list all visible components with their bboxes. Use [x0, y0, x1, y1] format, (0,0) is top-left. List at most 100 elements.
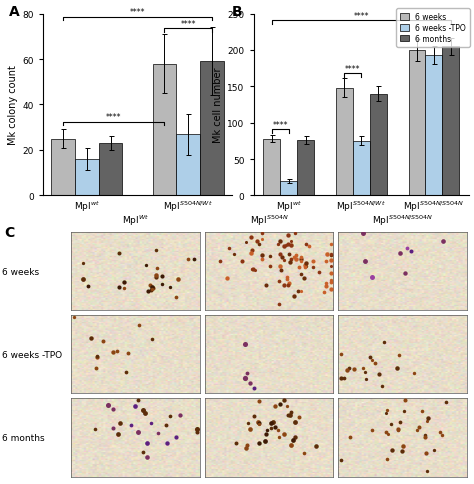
Point	[255, 419, 263, 427]
Bar	[153, 64, 176, 196]
Point	[383, 455, 391, 463]
Point	[248, 266, 256, 274]
Point	[174, 275, 182, 283]
Point	[396, 249, 404, 257]
Point	[276, 400, 284, 408]
Point	[423, 418, 430, 425]
Point	[283, 274, 291, 282]
Point	[120, 278, 128, 286]
Y-axis label: Mk colony count: Mk colony count	[8, 65, 18, 145]
Point	[401, 396, 409, 404]
Point	[298, 257, 305, 265]
Point	[284, 241, 292, 248]
Point	[394, 426, 402, 434]
Point	[150, 284, 157, 292]
Point	[302, 241, 310, 249]
Point	[288, 237, 295, 245]
Point	[291, 293, 298, 301]
Point	[263, 426, 270, 434]
Point	[309, 257, 317, 265]
Point	[255, 397, 263, 405]
Text: C: C	[5, 225, 15, 239]
Point	[298, 287, 305, 295]
Point	[246, 379, 254, 387]
Point	[135, 322, 143, 330]
Bar	[51, 139, 75, 196]
Point	[238, 258, 246, 266]
Point	[312, 442, 319, 450]
Point	[350, 365, 357, 373]
Point	[309, 264, 317, 272]
Bar	[281, 182, 297, 196]
Point	[144, 287, 152, 295]
Point	[139, 407, 146, 414]
Point	[343, 366, 351, 374]
Point	[109, 424, 117, 432]
Point	[368, 273, 375, 281]
Point	[131, 402, 139, 410]
Point	[117, 419, 124, 427]
Point	[282, 242, 289, 249]
Point	[413, 426, 420, 434]
Point	[320, 289, 328, 297]
Point	[231, 251, 238, 258]
Point	[258, 236, 265, 244]
Point	[223, 275, 231, 283]
Point	[274, 240, 282, 248]
Point	[266, 252, 273, 260]
Point	[272, 403, 279, 410]
Point	[166, 412, 174, 420]
Point	[276, 238, 283, 245]
Point	[280, 256, 288, 264]
Point	[253, 238, 261, 245]
Point	[289, 436, 297, 444]
Point	[127, 422, 135, 429]
Point	[193, 428, 201, 436]
Text: Mpl$^{S504N}$: Mpl$^{S504N}$	[250, 213, 288, 227]
Point	[407, 247, 415, 255]
Point	[327, 279, 335, 287]
Point	[146, 282, 154, 289]
Point	[172, 433, 180, 441]
Bar	[426, 56, 442, 196]
Point	[301, 449, 308, 456]
Point	[152, 273, 160, 281]
Point	[277, 267, 284, 274]
Point	[422, 450, 429, 457]
Point	[297, 254, 305, 261]
Bar	[409, 51, 426, 196]
Point	[275, 434, 283, 441]
Point	[345, 364, 353, 372]
Point	[382, 428, 390, 436]
Point	[242, 238, 249, 246]
Point	[153, 265, 161, 272]
Point	[362, 376, 369, 383]
Point	[261, 437, 269, 445]
Point	[93, 353, 100, 361]
Point	[184, 255, 191, 263]
Point	[291, 230, 299, 238]
Point	[245, 419, 252, 427]
Point	[327, 286, 335, 293]
Point	[124, 349, 132, 357]
Bar	[297, 141, 314, 196]
Point	[271, 423, 279, 431]
Text: ****: ****	[354, 12, 369, 21]
Point	[410, 369, 418, 377]
Point	[322, 283, 330, 290]
Point	[327, 251, 335, 259]
Point	[346, 433, 354, 440]
Point	[380, 338, 387, 346]
Bar	[176, 135, 200, 196]
Point	[93, 353, 101, 361]
Point	[158, 272, 166, 280]
Point	[327, 276, 335, 284]
Point	[395, 425, 402, 433]
Point	[163, 421, 170, 429]
Point	[371, 360, 379, 367]
Point	[173, 294, 180, 302]
Bar	[370, 94, 387, 196]
Point	[383, 409, 390, 417]
Point	[280, 430, 287, 438]
Point	[291, 433, 299, 441]
